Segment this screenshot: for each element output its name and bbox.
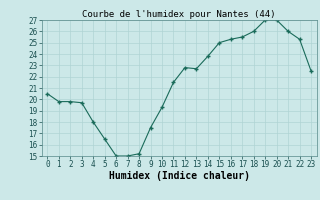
- Title: Courbe de l'humidex pour Nantes (44): Courbe de l'humidex pour Nantes (44): [83, 10, 276, 19]
- X-axis label: Humidex (Indice chaleur): Humidex (Indice chaleur): [109, 171, 250, 181]
